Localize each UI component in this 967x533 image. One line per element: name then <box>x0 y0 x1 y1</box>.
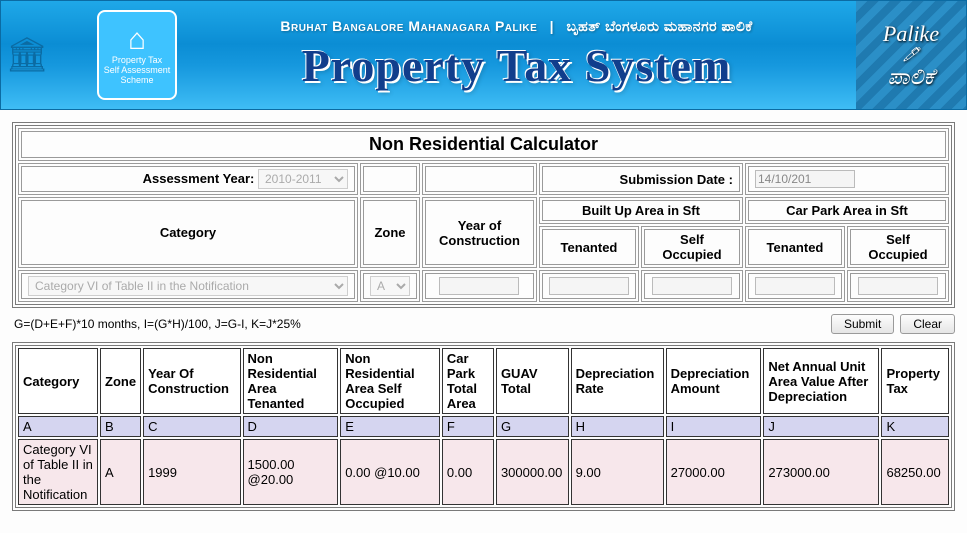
header-yoc: Year of Construction <box>422 197 537 268</box>
header-zone: Zone <box>360 197 420 268</box>
bu-tenanted-input[interactable] <box>549 277 629 295</box>
yoc-input[interactable] <box>439 277 519 295</box>
col-f: Car Park Total Area <box>442 348 494 414</box>
submit-button[interactable]: Submit <box>831 314 894 334</box>
banner-right-box: Palike 🖊 ಪಾಲಿಕೆ <box>856 1 966 109</box>
header-carpark: Car Park Area in Sft <box>745 197 949 224</box>
logo-line2: Self Assessment Scheme <box>99 65 175 85</box>
category-select[interactable]: Category VI of Table II in the Notificat… <box>28 276 348 296</box>
col-j: Net Annual Unit Area Value After Depreci… <box>763 348 879 414</box>
formula-row: G=(D+E+F)*10 months, I=(G*H)/100, J=G-I,… <box>12 308 955 338</box>
assessment-year-label: Assessment Year: <box>143 171 255 186</box>
col-c: Year Of Construction <box>143 348 240 414</box>
submission-date-input[interactable] <box>755 170 855 188</box>
banner-org: Bruhat Bangalore Mahanagara Palike | ಬೃಹ… <box>177 18 856 35</box>
col-d: Non Residential Area Tenanted <box>243 348 339 414</box>
col-e: Non Residential Area Self Occupied <box>340 348 440 414</box>
col-k: Property Tax <box>881 348 949 414</box>
cp-self-input[interactable] <box>858 277 938 295</box>
letters-row: A B C D E F G H I J K <box>18 416 949 437</box>
header-bu-self: Self Occupied <box>641 226 743 268</box>
header-banner: 🏛 ⌂ Property Tax Self Assessment Scheme … <box>0 0 967 110</box>
banner-title: Property Tax System <box>177 39 856 92</box>
header-bu-tenanted: Tenanted <box>539 226 639 268</box>
form-title: Non Residential Calculator <box>18 128 949 161</box>
formula-text: G=(D+E+F)*10 months, I=(G*H)/100, J=G-I,… <box>14 317 825 331</box>
assessment-year-select[interactable]: 2010-2011 <box>258 169 348 189</box>
logo-box: ⌂ Property Tax Self Assessment Scheme <box>97 10 177 100</box>
bu-self-input[interactable] <box>652 277 732 295</box>
logo-line1: Property Tax <box>112 55 162 65</box>
header-cp-tenanted: Tenanted <box>745 226 845 268</box>
banner-text: Bruhat Bangalore Mahanagara Palike | ಬೃಹ… <box>177 18 856 92</box>
col-h: Depreciation Rate <box>571 348 664 414</box>
calculator-form-table: Non Residential Calculator Assessment Ye… <box>12 122 955 308</box>
house-icon: ⌂ <box>128 25 146 55</box>
content-area: Non Residential Calculator Assessment Ye… <box>0 110 967 523</box>
col-a: Category <box>18 348 98 414</box>
temple-icon: 🏛 <box>7 10 47 100</box>
header-category: Category <box>18 197 358 268</box>
zone-select[interactable]: A <box>370 276 410 296</box>
col-i: Depreciation Amount <box>666 348 762 414</box>
submission-date-label: Submission Date : <box>539 163 743 195</box>
cp-tenanted-input[interactable] <box>755 277 835 295</box>
col-g: GUAV Total <box>496 348 569 414</box>
clear-button[interactable]: Clear <box>900 314 955 334</box>
data-row: Category VI of Table II in the Notificat… <box>18 439 949 505</box>
header-cp-self: Self Occupied <box>847 226 949 268</box>
col-b: Zone <box>100 348 141 414</box>
header-builtup: Built Up Area in Sft <box>539 197 743 224</box>
results-table: Category Zone Year Of Construction Non R… <box>12 342 955 511</box>
